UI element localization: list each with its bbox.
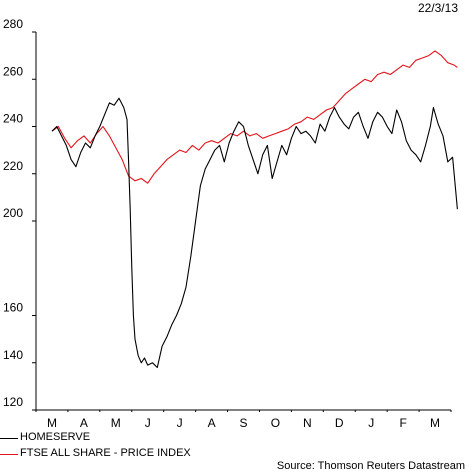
axes xyxy=(35,32,451,411)
legend-label-homeserve: HOMESERVE xyxy=(20,431,91,443)
y-tick-label: 260 xyxy=(3,64,23,78)
legend-swatch-ftse xyxy=(0,454,18,455)
x-tick-label: O xyxy=(271,416,280,430)
x-tick-label: F xyxy=(399,416,406,430)
x-tick-label: J xyxy=(177,416,183,430)
x-tick-label: M xyxy=(430,416,440,430)
source-note: Source: Thomson Reuters Datastream xyxy=(276,460,465,472)
series-lines xyxy=(51,50,458,369)
x-tick-label: S xyxy=(239,416,247,430)
x-tick-label: A xyxy=(80,416,88,430)
x-tick-label: M xyxy=(47,416,57,430)
series-line-homeserve xyxy=(51,97,458,369)
x-tick-label: D xyxy=(335,416,344,430)
legend-swatch-homeserve xyxy=(0,438,18,439)
legend-label-ftse: FTSE ALL SHARE - PRICE INDEX xyxy=(20,447,191,459)
y-tick-label: 220 xyxy=(3,159,23,173)
y-tick-label: 140 xyxy=(3,348,23,362)
y-axis-ticks: 120 140 160 200 220 240 260 280 xyxy=(3,17,36,411)
series-line-ftse xyxy=(51,50,458,184)
x-tick-label: J xyxy=(368,416,374,430)
x-tick-label: N xyxy=(303,416,312,430)
x-tick-label: J xyxy=(145,416,151,430)
y-tick-label: 280 xyxy=(3,17,23,31)
y-tick-label: 200 xyxy=(3,206,23,220)
y-tick-label: 120 xyxy=(3,395,23,409)
y-tick-label: 160 xyxy=(3,301,23,315)
chart-date: 22/3/13 xyxy=(417,1,458,15)
x-tick-label: M xyxy=(111,416,121,430)
y-tick-label: 240 xyxy=(3,112,23,126)
x-tick-label: A xyxy=(208,416,216,430)
